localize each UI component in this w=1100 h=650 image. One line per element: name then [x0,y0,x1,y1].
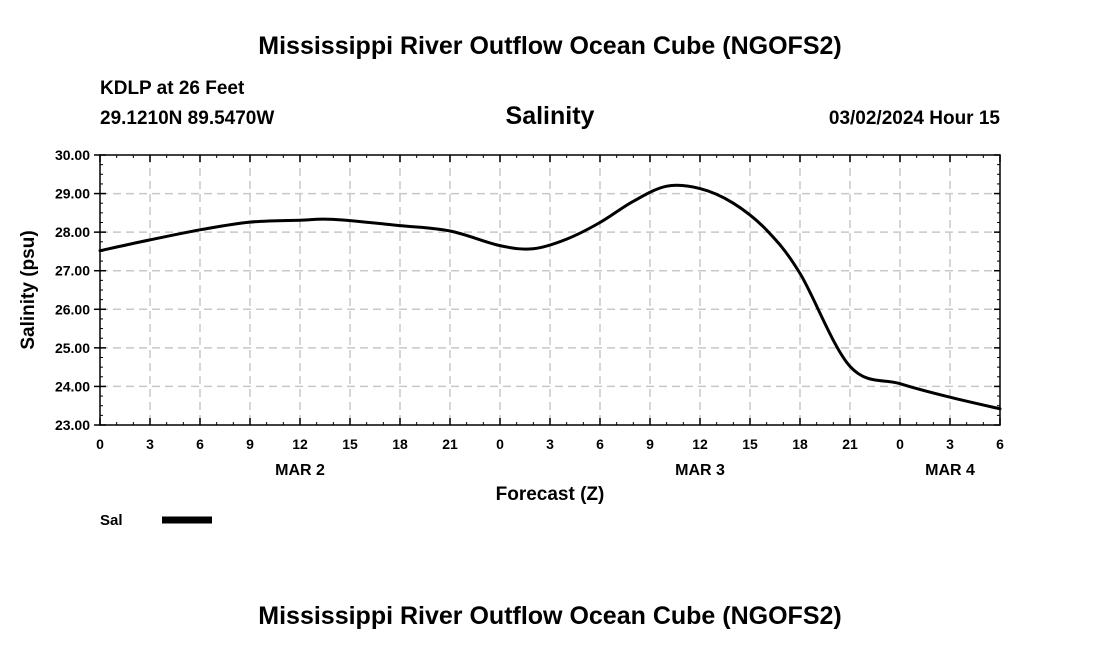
axis-ticks: 0 3 6 9 12 15 18 21 0 3 6 9 12 15 18 21 0 3 6 23.00 24.00 25.… [55,147,1004,479]
y-tick-label: 29.00 [55,186,90,202]
y-tick-label: 26.00 [55,301,90,317]
x-tick-label: 21 [842,436,858,452]
x-tick-label: 12 [692,436,708,452]
x-tick-label: 15 [342,436,358,452]
variable-title: Salinity [506,102,595,130]
x-tick-label: 21 [442,436,458,452]
x-tick-label: 6 [996,436,1004,452]
x-tick-label: 9 [246,436,254,452]
y-tick-label: 24.00 [55,378,90,394]
day-label: MAR 4 [925,462,975,479]
y-tick-label: 25.00 [55,340,90,356]
x-tick-label: 3 [946,436,954,452]
x-tick-label: 6 [196,436,204,452]
x-tick-label: 3 [546,436,554,452]
x-tick-label: 9 [646,436,654,452]
legend-label: Sal [100,512,123,529]
y-tick-label: 27.00 [55,263,90,279]
x-tick-label: 0 [896,436,904,452]
series-line-sal [98,183,1002,411]
series-group [98,183,1002,411]
x-tick-label: 18 [392,436,408,452]
x-axis-label: Forecast (Z) [496,484,605,505]
x-tick-label: 3 [146,436,154,452]
x-tick-label: 12 [292,436,308,452]
grid [100,155,1000,425]
y-tick-label: 30.00 [55,147,90,163]
y-tick-label: 28.00 [55,224,90,240]
footer-title: Mississippi River Outflow Ocean Cube (NG… [258,602,841,630]
location-label: 29.1210N 89.5470W [100,108,274,129]
chart-title: Mississippi River Outflow Ocean Cube (NG… [258,32,841,60]
station-label: KDLP at 26 Feet [100,78,245,99]
y-tick-label: 23.00 [55,417,90,433]
x-tick-label: 15 [742,436,758,452]
y-axis-label: Salinity (psu) [18,230,39,349]
day-label: MAR 3 [675,462,725,479]
day-label: MAR 2 [275,462,325,479]
x-tick-label: 6 [596,436,604,452]
x-tick-label: 18 [792,436,808,452]
x-tick-label: 0 [496,436,504,452]
datetime-label: 03/02/2024 Hour 15 [829,108,1001,129]
x-tick-label: 0 [96,436,104,452]
